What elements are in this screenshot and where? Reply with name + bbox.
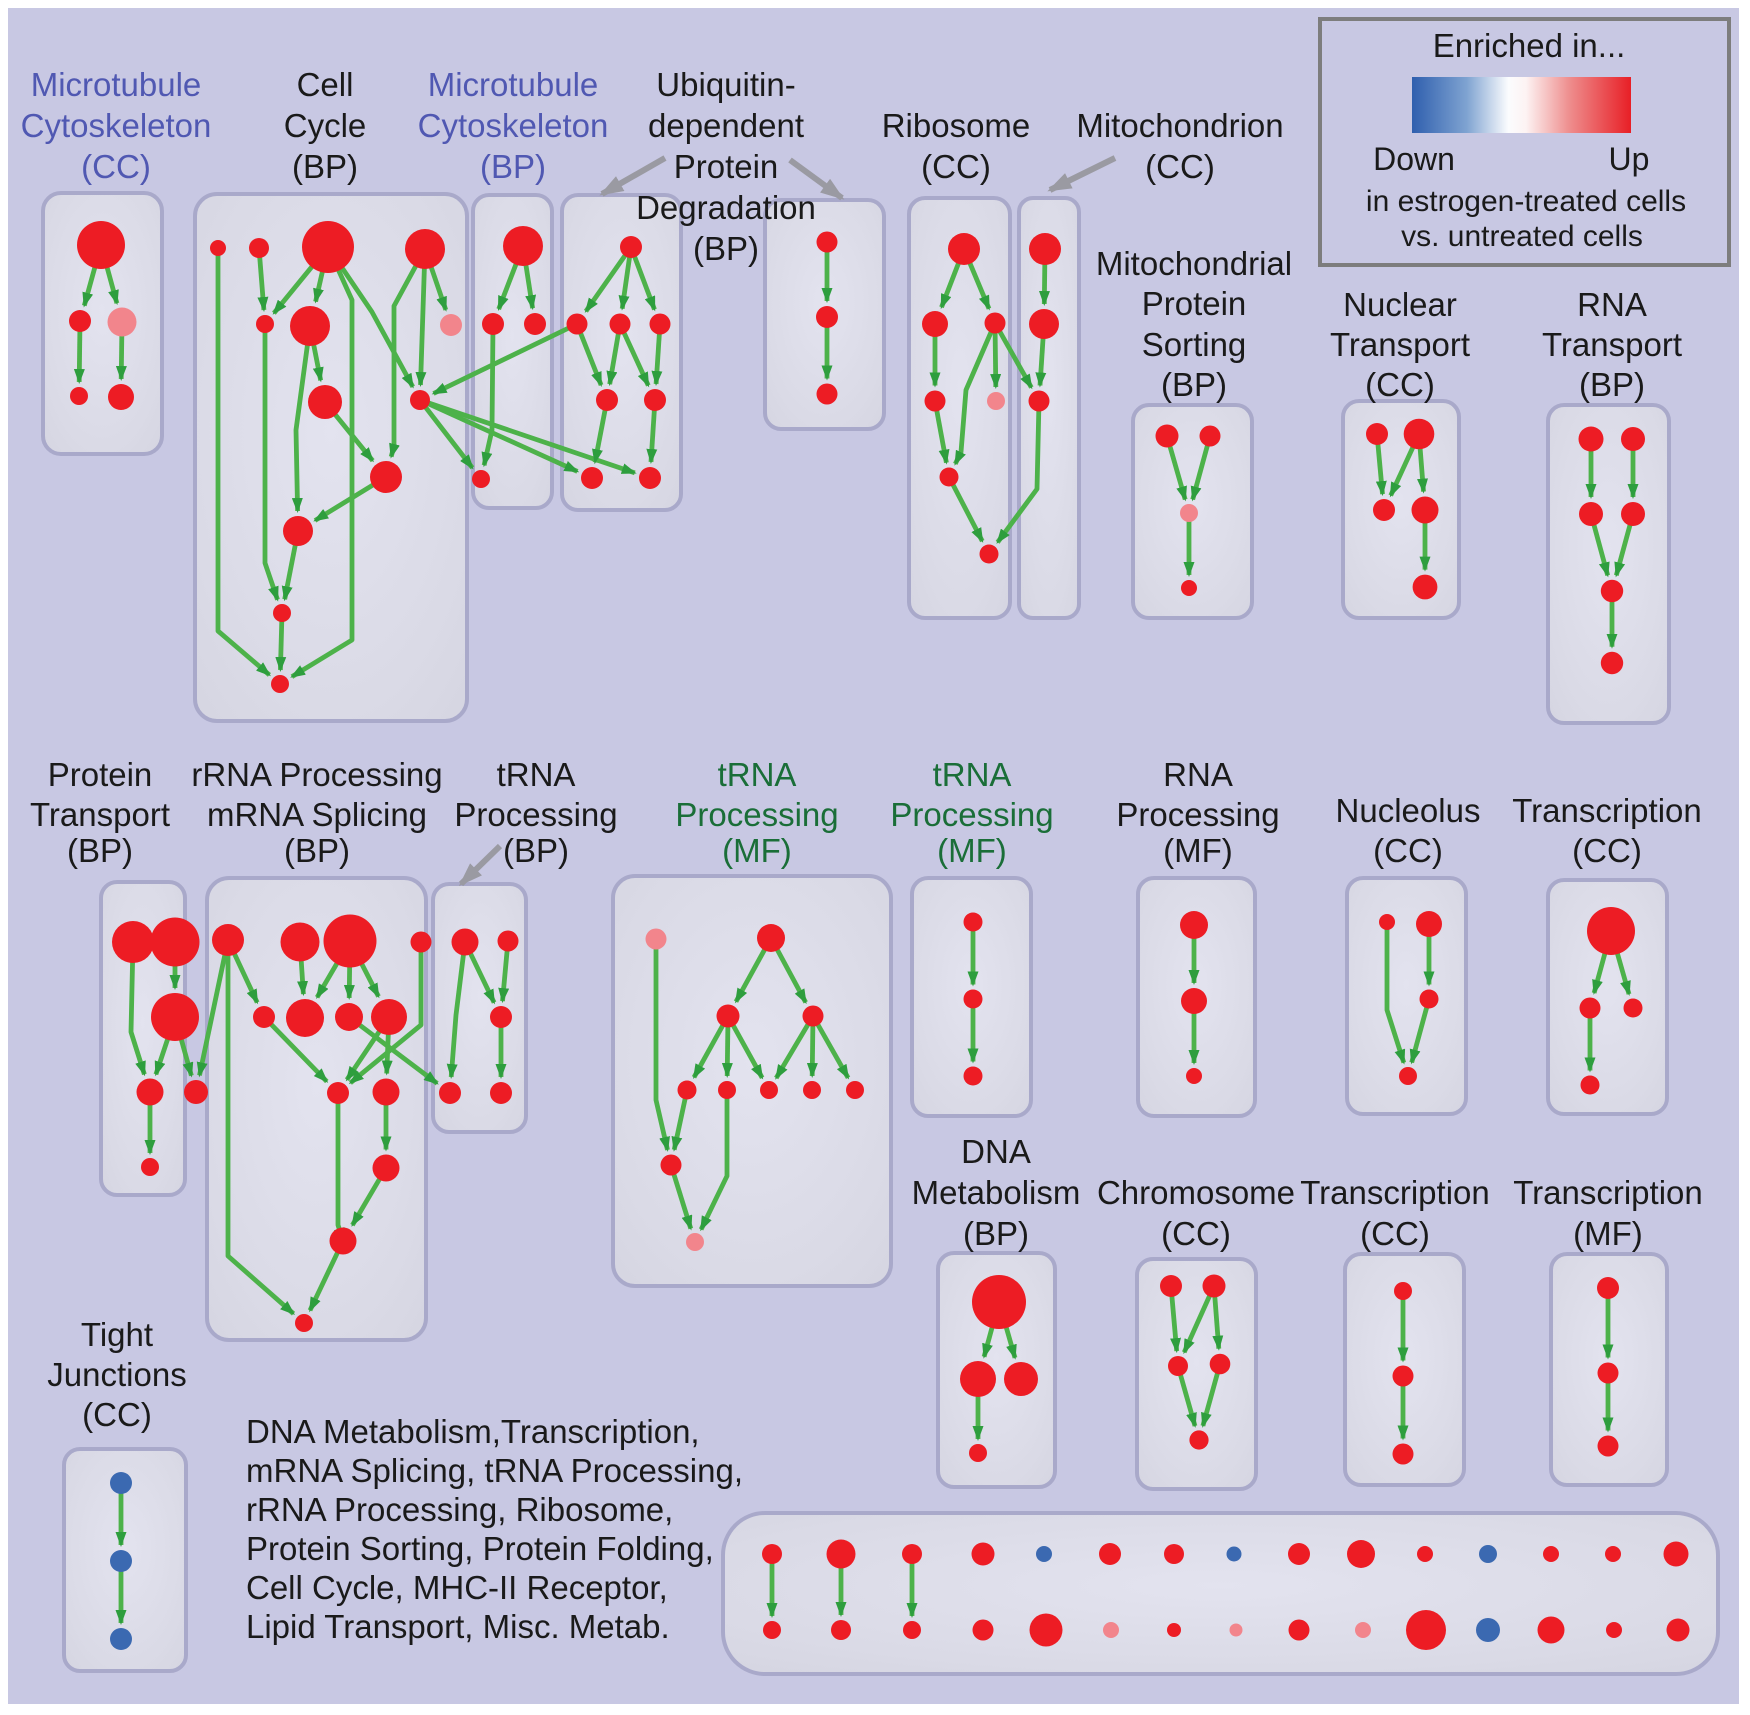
svg-text:(CC): (CC) [1373,832,1443,869]
svg-text:Ubiquitin-: Ubiquitin- [656,66,795,103]
svg-text:Mitochondrion: Mitochondrion [1076,107,1283,144]
svg-text:Transport: Transport [1542,326,1682,363]
svg-text:(CC): (CC) [1145,148,1215,185]
svg-text:tRNA: tRNA [933,756,1012,793]
svg-text:Sorting: Sorting [1142,326,1247,363]
svg-text:Nuclear: Nuclear [1343,286,1457,323]
svg-text:(BP): (BP) [1579,366,1645,403]
svg-text:Transport: Transport [1330,326,1470,363]
svg-text:(BP): (BP) [292,148,358,185]
svg-text:Protein Sorting, Protein Foldi: Protein Sorting, Protein Folding, [246,1530,714,1567]
svg-text:Processing: Processing [675,796,838,833]
svg-text:tRNA: tRNA [718,756,797,793]
svg-text:Cytoskeleton: Cytoskeleton [21,107,212,144]
svg-text:Protein: Protein [1142,285,1247,322]
svg-text:(CC): (CC) [921,148,991,185]
svg-text:rRNA Processing: rRNA Processing [191,756,442,793]
svg-text:Processing: Processing [890,796,1053,833]
svg-text:(CC): (CC) [81,148,151,185]
svg-text:Up: Up [1609,141,1650,177]
svg-text:mRNA Splicing: mRNA Splicing [207,796,427,833]
svg-text:Protein: Protein [48,756,153,793]
svg-text:(BP): (BP) [284,832,350,869]
svg-text:Mitochondrial: Mitochondrial [1096,245,1292,282]
svg-text:RNA: RNA [1577,286,1647,323]
svg-text:Metabolism: Metabolism [912,1174,1081,1211]
svg-text:Microtubule: Microtubule [31,66,202,103]
svg-text:dependent: dependent [648,107,804,144]
svg-text:(MF): (MF) [1573,1215,1643,1252]
svg-text:Processing: Processing [454,796,617,833]
svg-text:(CC): (CC) [1360,1215,1430,1252]
svg-text:(MF): (MF) [937,832,1007,869]
svg-text:Protein: Protein [674,148,779,185]
svg-text:Transport: Transport [30,796,170,833]
svg-text:Cycle: Cycle [284,107,367,144]
svg-text:Junctions: Junctions [47,1356,186,1393]
svg-text:Ribosome: Ribosome [882,107,1031,144]
svg-text:Nucleolus: Nucleolus [1336,792,1481,829]
svg-text:Cytoskeleton: Cytoskeleton [418,107,609,144]
svg-text:Enriched in...: Enriched in... [1433,27,1626,64]
svg-text:Processing: Processing [1116,796,1279,833]
svg-text:(MF): (MF) [1163,832,1233,869]
svg-text:Cell Cycle, MHC-II Receptor,: Cell Cycle, MHC-II Receptor, [246,1569,668,1606]
svg-text:Tight: Tight [81,1316,153,1353]
svg-text:RNA: RNA [1163,756,1233,793]
svg-text:in estrogen-treated cells: in estrogen-treated cells [1366,185,1686,218]
svg-text:(BP): (BP) [963,1215,1029,1252]
svg-text:Down: Down [1373,141,1455,177]
svg-text:Transcription: Transcription [1513,1174,1703,1211]
svg-text:(CC): (CC) [1161,1215,1231,1252]
svg-text:(BP): (BP) [480,148,546,185]
svg-text:mRNA Splicing, tRNA Processing: mRNA Splicing, tRNA Processing, [246,1452,743,1489]
svg-text:Cell: Cell [297,66,354,103]
svg-text:rRNA Processing, Ribosome,: rRNA Processing, Ribosome, [246,1491,673,1528]
svg-text:(CC): (CC) [1572,832,1642,869]
svg-text:DNA Metabolism,Transcription,: DNA Metabolism,Transcription, [246,1413,700,1450]
svg-text:(CC): (CC) [1365,366,1435,403]
svg-text:(BP): (BP) [693,230,759,267]
svg-text:DNA: DNA [961,1133,1031,1170]
svg-text:(BP): (BP) [503,832,569,869]
svg-text:vs. untreated cells: vs. untreated cells [1401,220,1643,253]
svg-text:Microtubule: Microtubule [428,66,599,103]
svg-text:(BP): (BP) [67,832,133,869]
svg-text:Transcription: Transcription [1512,792,1702,829]
svg-text:Degradation: Degradation [636,189,816,226]
svg-text:(MF): (MF) [722,832,792,869]
svg-text:tRNA: tRNA [497,756,576,793]
svg-text:(BP): (BP) [1161,366,1227,403]
svg-text:Transcription: Transcription [1300,1174,1490,1211]
svg-text:Lipid Transport, Misc. Metab.: Lipid Transport, Misc. Metab. [246,1608,670,1645]
svg-text:Chromosome: Chromosome [1097,1174,1295,1211]
svg-text:(CC): (CC) [82,1396,152,1433]
